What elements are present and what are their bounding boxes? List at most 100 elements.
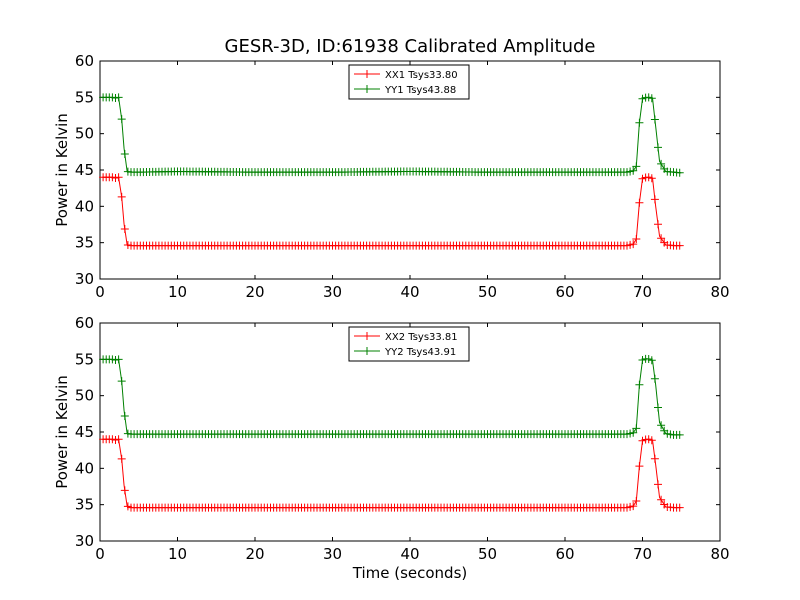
y-tick-label: 55 [75, 350, 94, 368]
data-point-marker [120, 486, 129, 495]
data-point-marker [647, 174, 656, 183]
legend-box [348, 64, 470, 100]
data-point-marker [650, 374, 659, 383]
series-yy2 [99, 354, 684, 439]
legend-swatch-marker [363, 85, 371, 93]
data-point-marker [632, 424, 641, 433]
data-point-marker [635, 118, 644, 127]
y-tick-label: 45 [75, 161, 94, 179]
data-point-marker [647, 94, 656, 103]
x-tick-label: 70 [633, 283, 652, 301]
x-tick-label: 40 [400, 283, 419, 301]
x-tick-label: 10 [168, 283, 187, 301]
x-tick-label: 60 [555, 283, 574, 301]
legend-entry-label: XX2 Tsys33.81 [385, 332, 458, 343]
chart-title: GESR-3D, ID:61938 Calibrated Amplitude [225, 36, 596, 57]
legend-entry-label: XX1 Tsys33.80 [385, 70, 458, 81]
data-point-marker [120, 412, 129, 421]
data-point-marker [654, 403, 662, 412]
y-tick-label: 35 [75, 234, 94, 252]
y-tick-label: 50 [75, 387, 94, 405]
legend-entry-label: YY2 Tsys43.91 [384, 347, 456, 358]
y-tick-label: 40 [75, 197, 94, 215]
y-tick-label: 30 [75, 270, 94, 288]
data-point-marker [629, 166, 638, 175]
data-point-marker [654, 143, 662, 152]
series-yy1 [99, 93, 684, 177]
x-tick-label: 70 [633, 545, 652, 563]
data-point-marker [117, 115, 126, 124]
y-tick-label: 40 [75, 459, 94, 477]
data-point-marker [657, 495, 666, 504]
y-tick-label: 35 [75, 496, 94, 514]
legend-box [348, 326, 470, 362]
x-axis-label: Time (seconds) [352, 564, 468, 582]
data-point-marker [632, 497, 641, 506]
data-point-marker [650, 195, 659, 204]
plot-panel-bottom: 0 10 20 30 40 50 60 70 80 30 35 40 45 50 55 60 Power in … [53, 314, 730, 582]
data-point-marker [647, 356, 656, 365]
x-tick-label: 20 [245, 283, 264, 301]
legend: XX2 Tsys33.81 YY2 Tsys43.91 [348, 326, 470, 362]
data-point-marker [114, 355, 123, 364]
y-tick-label: 50 [75, 125, 94, 143]
y-tick-label: 60 [75, 52, 94, 70]
data-point-marker [650, 454, 659, 463]
x-tick-label: 10 [168, 545, 187, 563]
x-tick-label: 30 [323, 545, 342, 563]
x-tick-label: 40 [400, 545, 419, 563]
legend-entry-label: YY1 Tsys43.88 [384, 85, 456, 96]
y-tick-label: 45 [75, 423, 94, 441]
data-point-marker [654, 220, 662, 229]
data-point-marker [114, 93, 123, 102]
data-point-marker [675, 241, 684, 250]
data-point-marker [632, 235, 641, 244]
data-point-marker [629, 428, 638, 437]
series-xx1 [99, 173, 684, 250]
x-tick-label: 20 [245, 545, 264, 563]
y-axis-label: Power in Kelvin [53, 375, 71, 489]
data-point-marker [675, 168, 684, 177]
legend-swatch-marker [363, 347, 371, 355]
data-point-marker [654, 480, 662, 489]
x-tick-label: 30 [323, 283, 342, 301]
data-point-marker [647, 436, 656, 445]
y-axis-label: Power in Kelvin [53, 113, 71, 227]
data-point-marker [635, 380, 644, 389]
data-point-marker [114, 435, 123, 444]
legend-swatch-marker [363, 332, 371, 340]
data-point-marker [635, 198, 644, 207]
data-point-marker [657, 159, 666, 168]
data-point-marker [635, 462, 644, 471]
data-point-marker [120, 225, 129, 234]
data-point-marker [117, 454, 126, 463]
data-point-marker [629, 502, 638, 511]
y-tick-label: 30 [75, 532, 94, 550]
y-tick-label: 60 [75, 314, 94, 332]
data-point-marker [120, 150, 129, 159]
x-tick-label: 80 [710, 545, 729, 563]
legend-swatch-marker [363, 70, 371, 78]
data-point-marker [114, 173, 123, 182]
data-point-marker [117, 192, 126, 201]
legend: XX1 Tsys33.80 YY1 Tsys43.88 [348, 64, 470, 100]
data-point-marker [117, 377, 126, 386]
x-tick-label: 80 [710, 283, 729, 301]
series-xx2 [99, 435, 684, 512]
y-tick-label: 55 [75, 88, 94, 106]
x-tick-label: 50 [478, 545, 497, 563]
data-point-marker [632, 162, 641, 171]
x-tick-label: 0 [95, 283, 105, 301]
data-point-marker [650, 115, 659, 124]
data-point-marker [675, 430, 684, 439]
data-point-marker [629, 240, 638, 249]
x-tick-label: 50 [478, 283, 497, 301]
plot-panel-top: 0 10 20 30 40 50 60 70 80 30 35 40 45 50 55 60 Power in … [53, 52, 730, 301]
data-point-marker [657, 421, 666, 430]
x-tick-label: 0 [95, 545, 105, 563]
data-point-marker [657, 234, 666, 243]
x-tick-label: 60 [555, 545, 574, 563]
data-point-marker [675, 503, 684, 512]
